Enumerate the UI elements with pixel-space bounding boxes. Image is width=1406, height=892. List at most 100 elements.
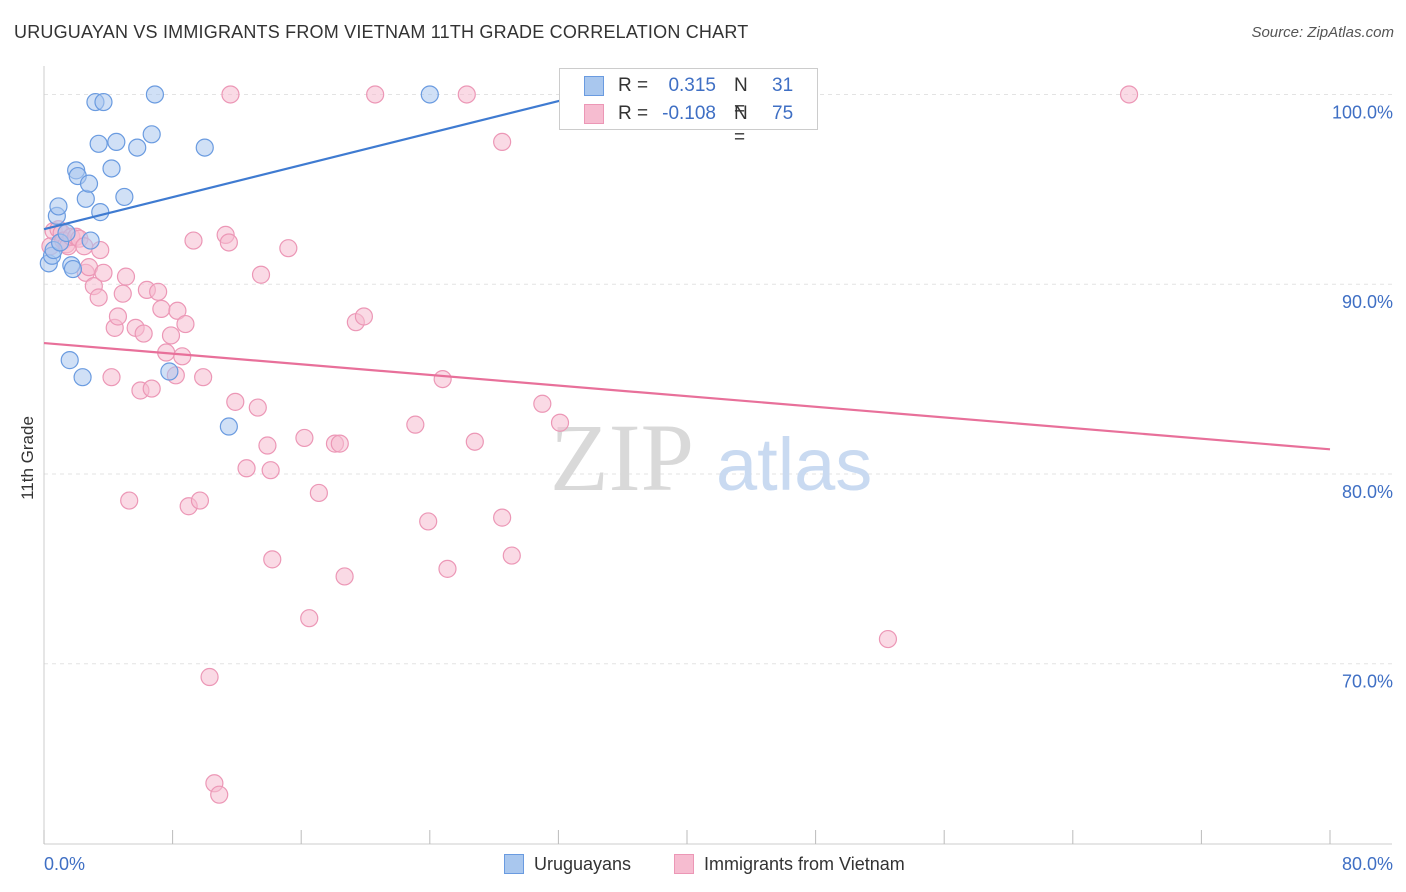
source-label: Source: ZipAtlas.com (1251, 24, 1394, 41)
series-immigrants-from-vietnam (41, 85, 1139, 804)
point-uruguayans (160, 362, 179, 381)
stats-swatch-uruguayans (584, 76, 604, 96)
watermark: ZIP atlas (550, 404, 872, 511)
point-vietnam (251, 265, 271, 284)
stats-r-value: 0.315 (668, 75, 716, 96)
point-uruguayans (420, 85, 439, 104)
point-vietnam (161, 326, 181, 345)
point-vietnam (102, 368, 121, 387)
watermark-zip: ZIP (550, 404, 694, 511)
point-vietnam (335, 567, 354, 586)
point-vietnam (134, 324, 153, 343)
point-uruguayans (219, 417, 238, 436)
point-vietnam (120, 491, 139, 510)
point-vietnam (300, 609, 319, 628)
point-vietnam (465, 432, 484, 451)
point-vietnam (113, 284, 132, 303)
chart-title: URUGUAYAN VS IMMIGRANTS FROM VIETNAM 11T… (14, 22, 749, 42)
point-vietnam (173, 347, 192, 366)
y-tick-label: 100.0% (1332, 102, 1393, 122)
point-vietnam (219, 233, 238, 252)
point-vietnam (366, 85, 385, 104)
point-uruguayans (91, 203, 110, 222)
legend-swatch-uruguayans (504, 854, 524, 874)
point-vietnam (176, 314, 195, 334)
point-vietnam (142, 379, 161, 398)
x-tick-label: 0.0% (44, 854, 85, 874)
point-vietnam (1119, 85, 1139, 104)
point-uruguayans (145, 85, 165, 104)
point-uruguayans (57, 223, 76, 243)
point-uruguayans (128, 138, 147, 157)
stats-r-label: R = (618, 103, 649, 124)
axis-layer (43, 66, 1392, 845)
point-vietnam (433, 369, 452, 389)
point-vietnam (309, 483, 328, 503)
point-uruguayans (60, 351, 79, 370)
point-vietnam (419, 512, 438, 531)
series-uruguayans (39, 81, 610, 436)
point-vietnam (149, 282, 168, 301)
legend-item-uruguayans[interactable]: Uruguayans (504, 852, 631, 876)
point-vietnam (263, 550, 282, 569)
point-uruguayans (94, 92, 113, 112)
point-uruguayans (115, 187, 134, 207)
point-uruguayans (102, 159, 121, 178)
stats-n-value: 31 (772, 75, 794, 96)
point-vietnam (94, 263, 113, 282)
stats-n-label: N = (734, 103, 748, 148)
point-vietnam (330, 434, 349, 453)
point-vietnam (258, 436, 277, 455)
point-vietnam (248, 398, 267, 417)
legend-label-uruguayans: Uruguayans (534, 854, 632, 874)
point-vietnam (878, 629, 898, 649)
point-vietnam (502, 546, 521, 565)
trend-lines (43, 89, 1331, 451)
point-vietnam (152, 299, 171, 318)
stats-r-label: R = (618, 75, 649, 96)
point-vietnam (493, 508, 512, 527)
stats-box: R = 0.315 N = 31 R = -0.108 N = 75 (559, 68, 818, 148)
point-vietnam (550, 413, 570, 432)
point-vietnam (406, 415, 425, 434)
y-tick-label: 90.0% (1342, 292, 1393, 312)
point-vietnam (279, 239, 298, 258)
point-vietnam (108, 307, 128, 326)
point-vietnam (354, 307, 373, 326)
point-vietnam (438, 559, 457, 578)
stats-swatch-vietnam (584, 104, 604, 124)
point-vietnam (200, 667, 219, 687)
legend-label-vietnam: Immigrants from Vietnam (704, 854, 905, 874)
point-uruguayans (89, 134, 108, 153)
legend-item-vietnam[interactable]: Immigrants from Vietnam (674, 852, 905, 876)
point-vietnam (194, 368, 213, 387)
watermark-atlas: atlas (716, 423, 872, 506)
legend: Uruguayans Immigrants from Vietnam (0, 852, 1406, 876)
x-tick-label: 80.0% (1342, 854, 1393, 874)
tick-labels: 100.0% 90.0% 80.0% 70.0% 0.0% 80.0% (44, 102, 1393, 874)
stats-n-value: 75 (772, 103, 794, 124)
point-vietnam (226, 392, 245, 411)
point-uruguayans (195, 138, 214, 157)
point-vietnam (190, 491, 210, 510)
point-uruguayans (79, 174, 99, 193)
stats-n-label: N = (734, 75, 748, 120)
point-uruguayans (107, 132, 126, 152)
point-vietnam (221, 85, 240, 104)
point-uruguayans (73, 368, 92, 387)
point-vietnam (533, 394, 552, 413)
point-uruguayans (142, 125, 161, 144)
point-uruguayans (81, 231, 100, 250)
point-vietnam (116, 267, 136, 286)
point-vietnam (184, 231, 203, 250)
point-vietnam (210, 785, 229, 804)
point-vietnam (237, 459, 256, 478)
point-uruguayans (49, 197, 68, 216)
point-uruguayans (76, 189, 95, 208)
point-vietnam (168, 301, 187, 320)
y-tick-label: 70.0% (1342, 672, 1393, 692)
trend-line-uruguayans (43, 89, 601, 231)
point-vietnam (493, 132, 512, 152)
point-vietnam (295, 428, 314, 448)
point-vietnam (457, 85, 476, 104)
